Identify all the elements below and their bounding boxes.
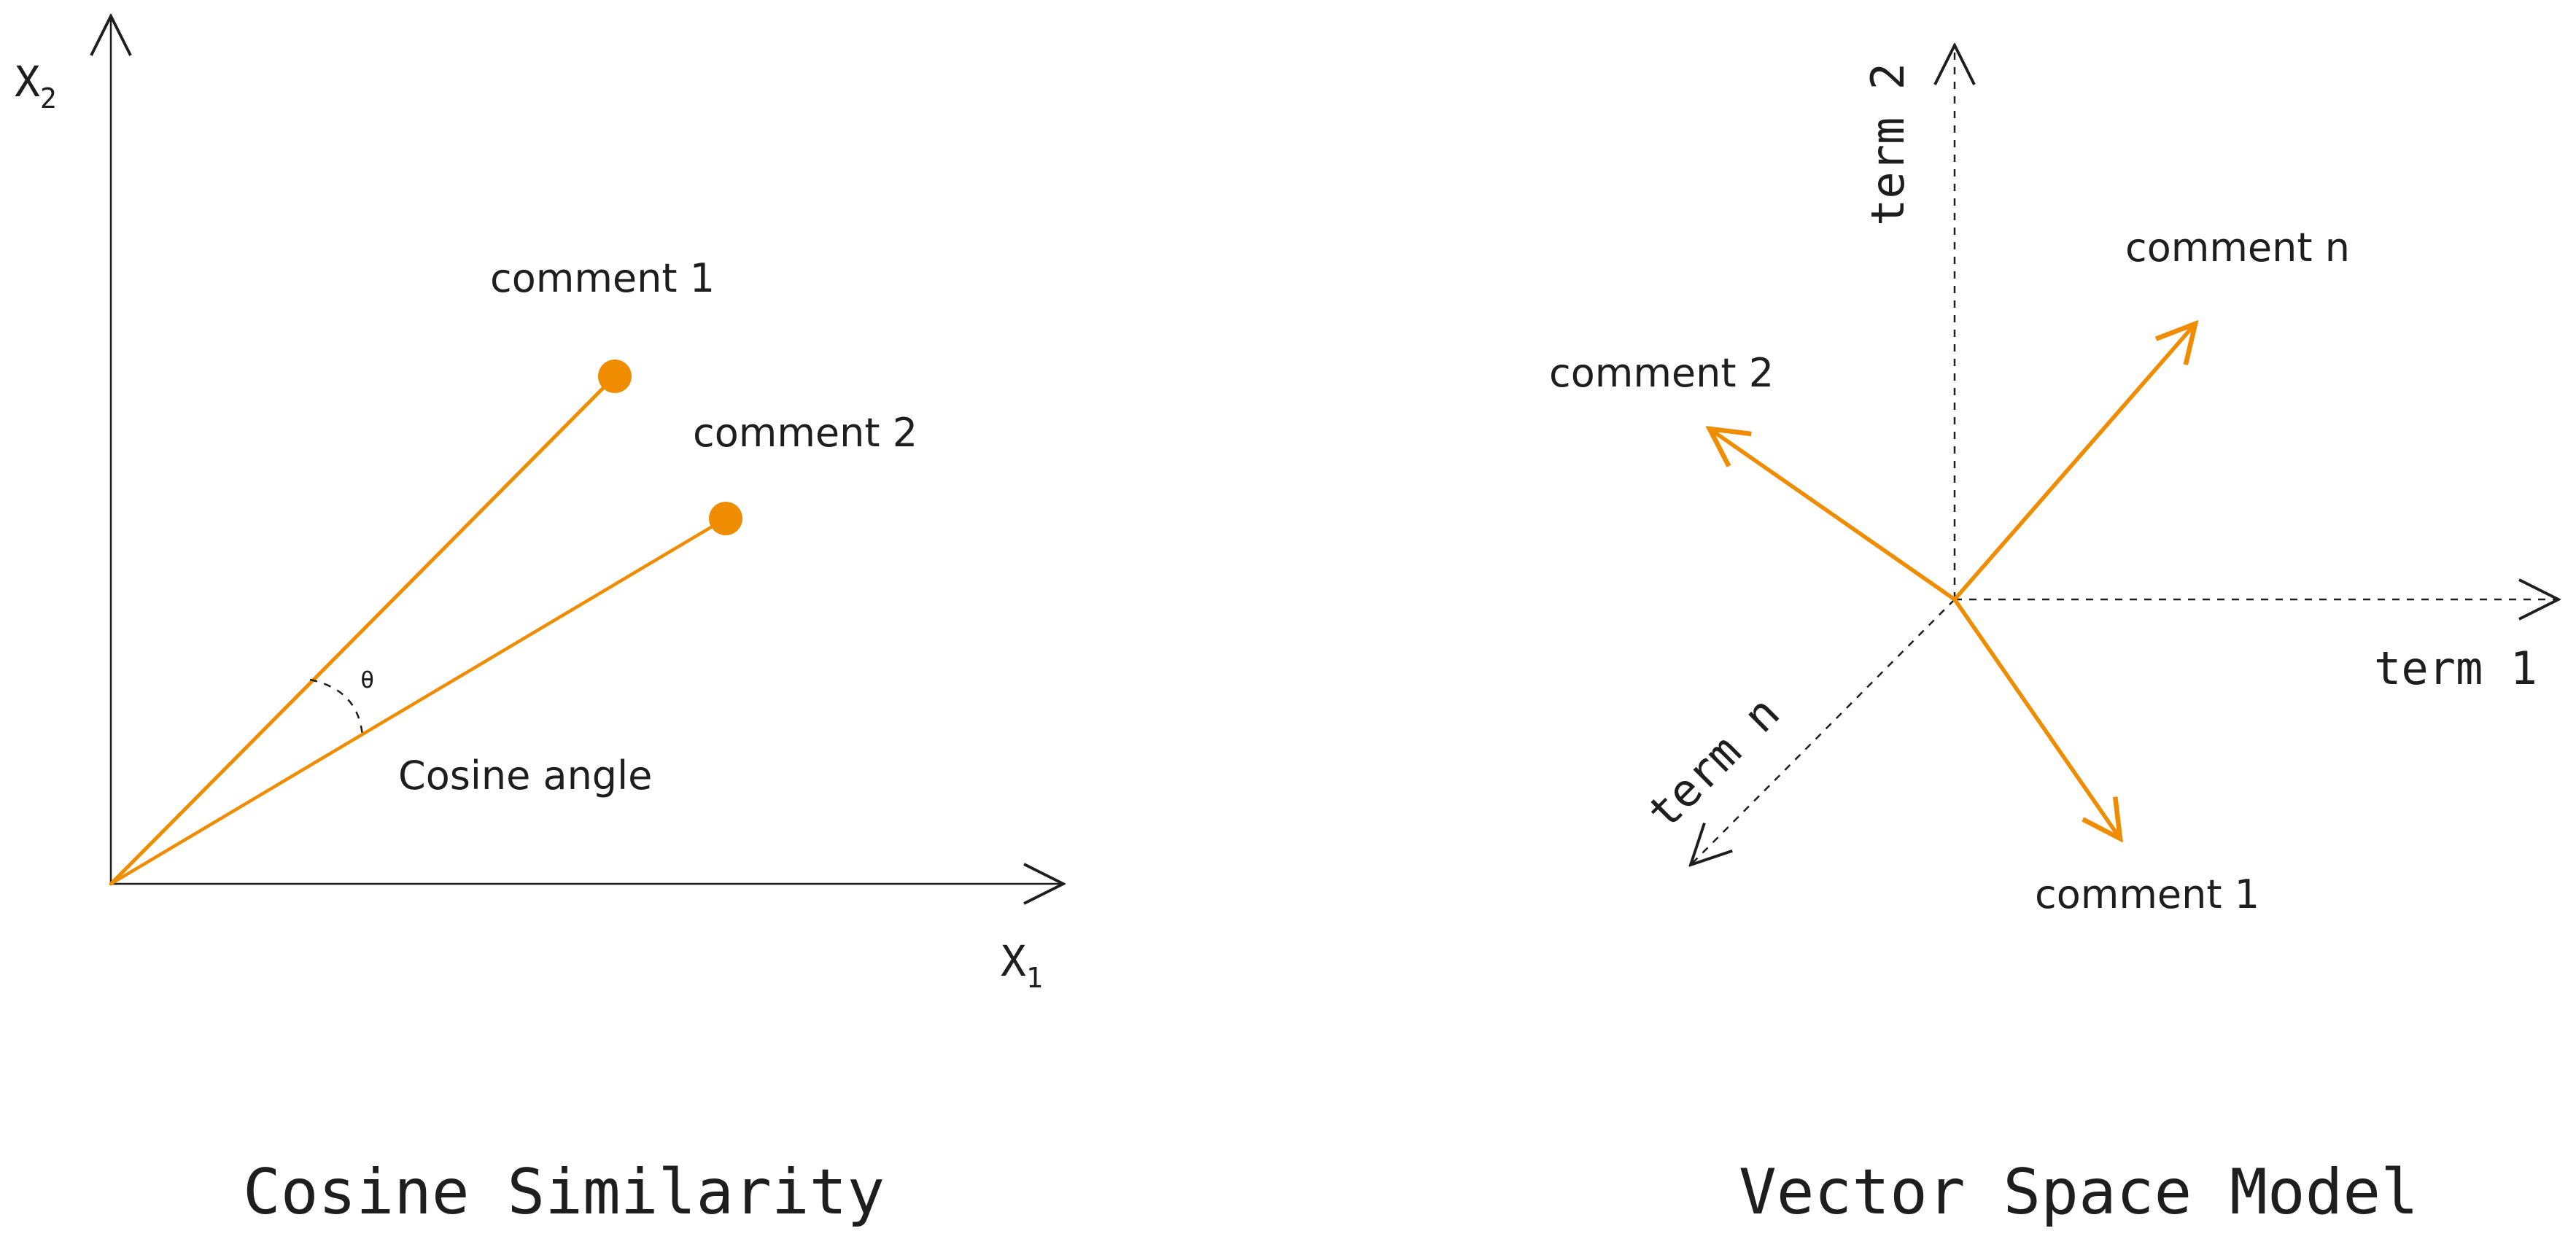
- x2-axis-label: X2: [15, 57, 57, 114]
- x1-axis-subscript: 1: [1026, 962, 1043, 994]
- comment-1-label-vsm: comment 1: [2035, 871, 2259, 917]
- x2-axis-subscript: 2: [40, 82, 57, 114]
- term-n-axis: [1691, 599, 1955, 865]
- comment-2-vector-vsm: [1710, 429, 1957, 602]
- comment-n-vector: [1952, 324, 2195, 602]
- vector-space-model-panel: term 1 term 2 term n comment n comment 2…: [1549, 45, 2558, 1229]
- comment-2-label-vsm: comment 2: [1549, 350, 1774, 396]
- angle-arc: [309, 678, 364, 737]
- cosine-angle-label: Cosine angle: [398, 753, 652, 799]
- comment-1-vector-vsm: [1952, 597, 2120, 839]
- comment-2-vector: [109, 516, 728, 886]
- cosine-similarity-title: Cosine Similarity: [243, 1156, 885, 1229]
- comment-n-label: comment n: [2125, 225, 2350, 271]
- term-n-label: term n: [1637, 686, 1790, 839]
- term-1-label: term 1: [2374, 642, 2537, 695]
- cosine-similarity-panel: X2 X1 θ comment 1 comment 2 Cosine angle…: [15, 16, 1063, 1229]
- comment-1-label: comment 1: [490, 255, 715, 301]
- vector-space-model-title: Vector Space Model: [1739, 1156, 2418, 1229]
- comment-1-vector-double: [113, 378, 613, 883]
- x1-axis-label: X1: [1001, 936, 1043, 994]
- comment-1-point: [598, 360, 632, 393]
- angle-symbol: θ: [360, 666, 374, 694]
- comment-2-point: [709, 502, 742, 535]
- comment-2-label: comment 2: [693, 410, 917, 456]
- term-2-label: term 2: [1861, 63, 1914, 226]
